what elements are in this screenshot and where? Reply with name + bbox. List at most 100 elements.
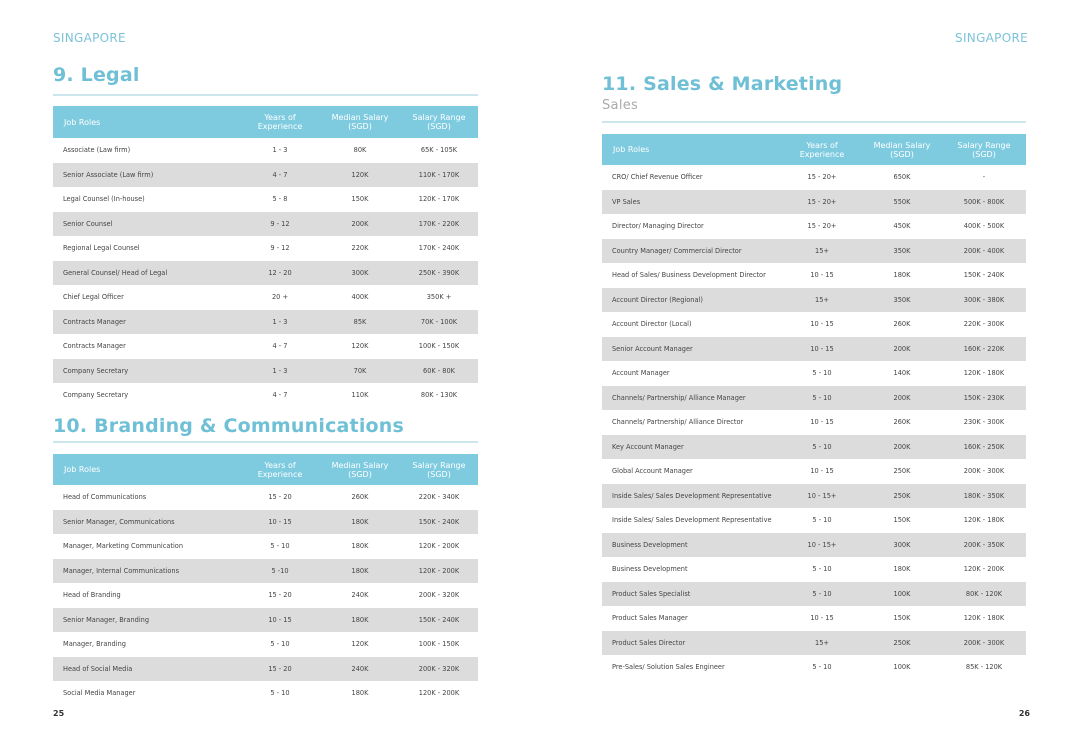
median-salary-cell: 250K bbox=[893, 467, 911, 476]
job-role-cell: Channels/ Partnership/ Alliance Manager bbox=[602, 385, 782, 410]
table-row: Business Development 10 - 15+ 300K 200K - 3… bbox=[602, 532, 1026, 557]
job-role-cell: VP Sales bbox=[602, 189, 782, 214]
branding-section-title: 10. Branding & Communications bbox=[53, 415, 405, 437]
job-role-cell: Account Director (Regional) bbox=[602, 287, 782, 312]
median-salary-cell: 110K bbox=[351, 391, 369, 400]
job-role-cell: Senior Manager, Branding bbox=[53, 607, 240, 632]
salary-range-cell: 100K - 150K bbox=[418, 342, 460, 351]
page-number-right: 26 bbox=[1018, 709, 1030, 718]
years-experience-cell: 5 - 10 bbox=[782, 581, 862, 606]
median-salary-cell: 250K bbox=[862, 630, 942, 655]
legal-salary-table: Job Roles Years of Experience Median Salar… bbox=[53, 106, 478, 408]
salary-range-cell: 110K - 170K bbox=[400, 162, 478, 187]
table-row: Head of Social Media 15 - 20 240K 200K - 32… bbox=[53, 656, 478, 681]
table-row: Company Secretary 1 - 3 70K 60K - 80K bbox=[53, 358, 478, 383]
salary-range-header: Salary Range (SGD) bbox=[400, 106, 478, 138]
table-row: Senior Associate (Law firm) 4 - 7 120K 110K… bbox=[53, 162, 478, 187]
years-experience-cell: 5 - 10 bbox=[812, 565, 832, 574]
page-number-left: 25 bbox=[53, 709, 65, 718]
salary-range-cell: 80K - 130K bbox=[420, 391, 458, 400]
salary-range-cell: 180K - 350K bbox=[942, 483, 1026, 508]
job-role-cell: Director/ Managing Director bbox=[612, 222, 704, 231]
years-experience-cell: 5 - 10 bbox=[812, 369, 832, 378]
years-experience-cell: 20 + bbox=[271, 293, 288, 302]
years-experience-cell: 12 - 20 bbox=[240, 260, 320, 285]
median-salary-cell: 150K bbox=[351, 195, 369, 204]
salary-range-cell: 150K - 240K bbox=[400, 607, 478, 632]
job-role-cell: Head of Communications bbox=[63, 493, 147, 502]
job-role-cell: Head of Sales/ Business Development Dire… bbox=[612, 271, 766, 280]
job-role-cell: Pre-Sales/ Solution Sales Engineer bbox=[612, 663, 725, 672]
salary-range-cell: 100K - 150K bbox=[418, 640, 460, 649]
years-experience-cell: 5 - 10 bbox=[270, 640, 290, 649]
years-experience-cell: 15 - 20+ bbox=[782, 189, 862, 214]
years-experience-cell: 5 - 10 bbox=[270, 689, 290, 698]
sales-subsection-title: Sales bbox=[602, 98, 639, 113]
median-salary-cell: 120K bbox=[351, 640, 369, 649]
years-experience-cell: 10 - 15 bbox=[810, 320, 834, 329]
median-salary-cell: 180K bbox=[351, 542, 369, 551]
table-row: Inside Sales/ Sales Development Represen… bbox=[602, 508, 1026, 533]
salary-range-cell: 350K + bbox=[426, 293, 452, 302]
years-experience-cell: 1 - 3 bbox=[240, 309, 320, 334]
job-role-cell: General Counsel/ Head of Legal bbox=[53, 260, 240, 285]
branding-salary-table: Job Roles Years of Experience Median Salar… bbox=[53, 454, 478, 706]
years-experience-cell: 5 - 10 bbox=[270, 542, 290, 551]
median-salary-header: Median Salary (SGD) bbox=[320, 454, 400, 485]
years-experience-cell: 10 - 15+ bbox=[782, 532, 862, 557]
years-experience-cell: 5 - 10 bbox=[782, 434, 862, 459]
salary-range-cell: 500K - 800K bbox=[942, 189, 1026, 214]
job-role-cell: Account Director (Local) bbox=[612, 320, 692, 329]
median-salary-cell: 300K bbox=[320, 260, 400, 285]
country-label-left: SINGAPORE bbox=[53, 31, 126, 45]
salary-range-cell: 120K - 200K bbox=[418, 689, 460, 698]
job-role-cell: Account Manager bbox=[612, 369, 670, 378]
median-salary-cell: 260K bbox=[893, 418, 911, 427]
table-row: Senior Counsel 9 - 12 200K 170K - 220K bbox=[53, 211, 478, 236]
salary-range-header: Salary Range (SGD) bbox=[400, 454, 478, 485]
sales-section-title: 11. Sales & Marketing bbox=[602, 73, 843, 95]
median-salary-cell: 220K bbox=[351, 244, 369, 253]
median-salary-cell: 650K bbox=[893, 173, 911, 182]
salary-range-cell: 120K - 200K bbox=[418, 542, 460, 551]
job-roles-header: Job Roles bbox=[53, 106, 240, 138]
median-salary-cell: 350K bbox=[862, 287, 942, 312]
median-salary-header: Median Salary (SGD) bbox=[862, 134, 942, 165]
job-role-cell: Regional Legal Counsel bbox=[63, 244, 140, 253]
table-header-row: Job Roles Years of Experience Median Salar… bbox=[53, 454, 478, 485]
years-experience-cell: 10 - 15 bbox=[782, 336, 862, 361]
salary-range-cell: 120K - 180K bbox=[963, 614, 1005, 623]
years-experience-cell: 5 - 10 bbox=[812, 516, 832, 525]
median-salary-cell: 240K bbox=[320, 656, 400, 681]
years-experience-cell: 15+ bbox=[782, 287, 862, 312]
salary-range-cell: 120K - 180K bbox=[963, 516, 1005, 525]
years-experience-cell: 5 - 10 bbox=[782, 385, 862, 410]
years-experience-cell: 15 - 20+ bbox=[807, 222, 837, 231]
job-role-cell: Chief Legal Officer bbox=[63, 293, 124, 302]
salary-range-cell: 300K - 380K bbox=[942, 287, 1026, 312]
table-row: Account Manager 5 - 10 140K 120K - 180K bbox=[602, 361, 1026, 386]
salary-range-cell: 120K - 170K bbox=[418, 195, 460, 204]
job-role-cell: Manager, Branding bbox=[63, 640, 126, 649]
years-experience-cell: 5 - 10 bbox=[812, 663, 832, 672]
years-experience-header: Years of Experience bbox=[240, 106, 320, 138]
years-experience-cell: 10 - 15+ bbox=[782, 483, 862, 508]
table-row: Global Account Manager 10 - 15 250K 200K - … bbox=[602, 459, 1026, 484]
sales-section-rule bbox=[602, 121, 1026, 123]
years-experience-cell: 4 - 7 bbox=[240, 162, 320, 187]
job-role-cell: Product Sales Director bbox=[602, 630, 782, 655]
median-salary-cell: 260K bbox=[893, 320, 911, 329]
table-row: Product Sales Manager 10 - 15 150K 120K - 1… bbox=[602, 606, 1026, 631]
table-row: Head of Communications 15 - 20 260K 220K - … bbox=[53, 485, 478, 510]
years-experience-cell: 9 - 12 bbox=[240, 211, 320, 236]
table-row: Product Sales Specialist 5 - 10 100K 80K - … bbox=[602, 581, 1026, 606]
table-row: Senior Manager, Branding 10 - 15 180K 150K … bbox=[53, 607, 478, 632]
years-experience-cell: 5 - 8 bbox=[272, 195, 288, 204]
table-header-row: Job Roles Years of Experience Median Salar… bbox=[53, 106, 478, 138]
table-row: General Counsel/ Head of Legal 12 - 20 300… bbox=[53, 260, 478, 285]
job-role-cell: Inside Sales/ Sales Development Represen… bbox=[612, 516, 772, 525]
salary-range-header: Salary Range (SGD) bbox=[942, 134, 1026, 165]
years-experience-cell: 4 - 7 bbox=[272, 342, 288, 351]
median-salary-cell: 240K bbox=[351, 591, 369, 600]
median-salary-cell: 200K bbox=[862, 385, 942, 410]
